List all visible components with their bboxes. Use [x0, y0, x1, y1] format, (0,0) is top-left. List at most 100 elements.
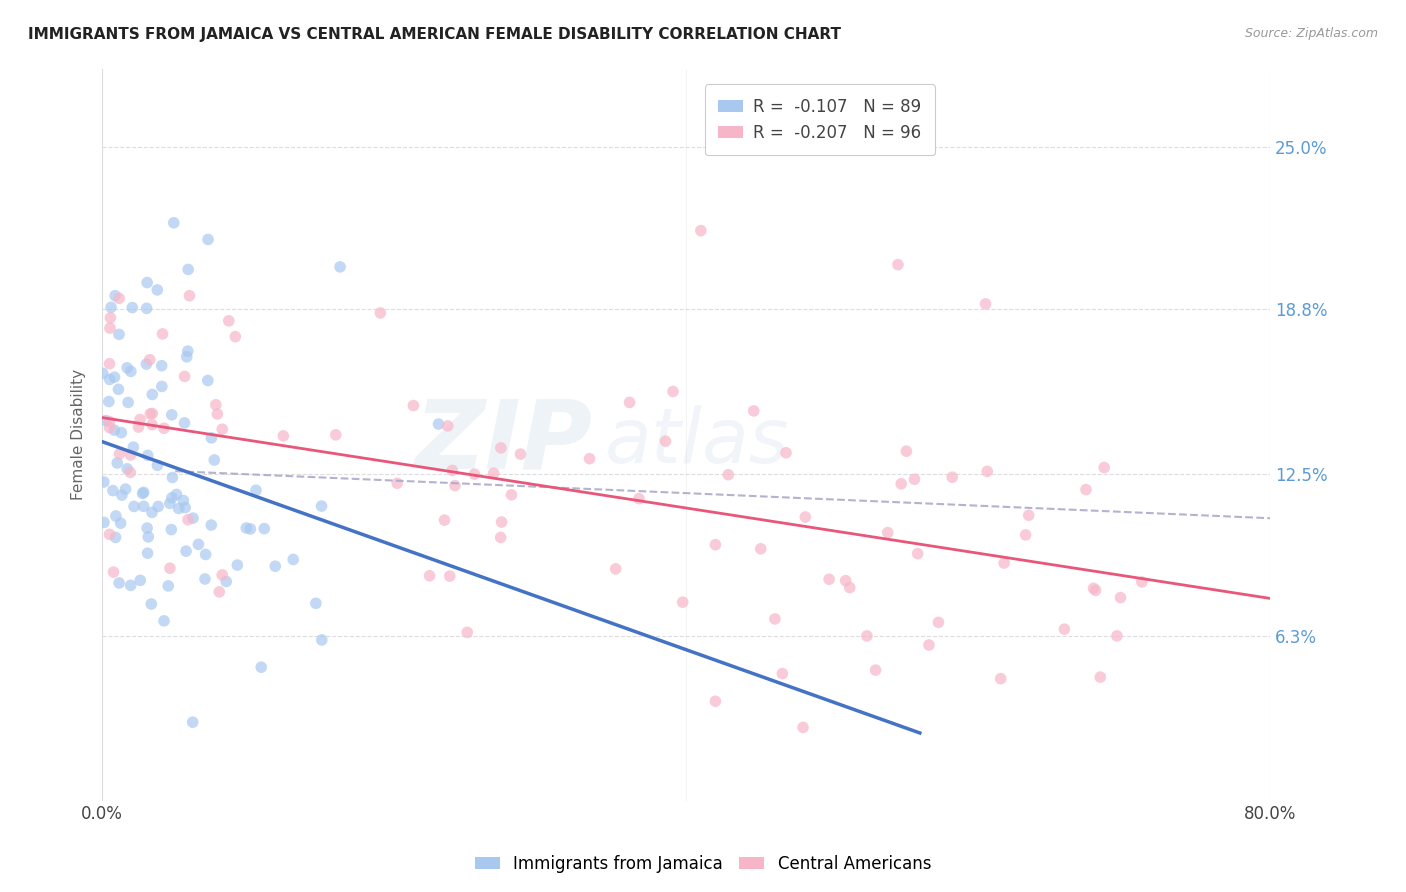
Point — [136, 276, 159, 290]
Point — [993, 556, 1015, 570]
Point — [93, 516, 115, 530]
Point — [135, 301, 157, 316]
Point — [98, 420, 121, 434]
Point — [100, 310, 122, 325]
Point — [173, 416, 195, 430]
Point — [177, 513, 200, 527]
Point — [463, 467, 485, 482]
Point — [121, 301, 143, 315]
Point — [834, 574, 856, 588]
Point — [177, 344, 200, 359]
Point — [141, 387, 163, 401]
Point — [1053, 622, 1076, 636]
Point — [94, 414, 117, 428]
Point — [742, 404, 765, 418]
Point — [132, 500, 155, 514]
Point — [501, 488, 523, 502]
Point — [218, 314, 240, 328]
Point — [114, 482, 136, 496]
Point — [129, 412, 152, 426]
Point — [202, 453, 225, 467]
Point — [1084, 583, 1107, 598]
Point — [273, 429, 295, 443]
Point — [907, 547, 929, 561]
Point — [794, 510, 817, 524]
Point — [136, 449, 159, 463]
Point — [167, 501, 190, 516]
Point — [107, 382, 129, 396]
Point — [1018, 508, 1040, 523]
Point — [235, 521, 257, 535]
Point — [103, 370, 125, 384]
Point — [927, 615, 949, 630]
Point — [775, 446, 797, 460]
Point — [436, 419, 458, 434]
Point — [103, 423, 125, 437]
Point — [792, 720, 814, 734]
Legend: R =  -0.107   N = 89, R =  -0.207   N = 96: R = -0.107 N = 89, R = -0.207 N = 96 — [704, 84, 935, 155]
Point — [120, 364, 142, 378]
Point — [110, 425, 132, 440]
Point — [605, 562, 627, 576]
Point — [311, 499, 333, 513]
Point — [197, 232, 219, 246]
Point — [402, 399, 425, 413]
Point — [207, 407, 229, 421]
Point — [117, 395, 139, 409]
Point — [115, 360, 138, 375]
Point — [159, 561, 181, 575]
Point — [491, 515, 513, 529]
Point — [103, 565, 125, 579]
Point — [672, 595, 695, 609]
Point — [283, 552, 305, 566]
Point — [129, 574, 152, 588]
Point — [305, 596, 328, 610]
Point — [146, 283, 169, 297]
Point — [108, 447, 131, 461]
Point — [239, 522, 262, 536]
Point — [120, 448, 142, 462]
Point — [1109, 591, 1132, 605]
Point — [211, 568, 233, 582]
Point — [890, 476, 912, 491]
Point — [253, 522, 276, 536]
Point — [439, 569, 461, 583]
Point — [876, 525, 898, 540]
Point — [215, 574, 238, 589]
Legend: Immigrants from Jamaica, Central Americans: Immigrants from Jamaica, Central America… — [468, 848, 938, 880]
Point — [91, 367, 114, 381]
Point — [115, 462, 138, 476]
Point — [226, 558, 249, 572]
Text: atlas: atlas — [605, 405, 789, 479]
Point — [150, 359, 173, 373]
Point — [856, 629, 879, 643]
Point — [108, 327, 131, 342]
Point — [120, 578, 142, 592]
Point — [98, 415, 121, 429]
Point — [160, 491, 183, 505]
Point — [990, 672, 1012, 686]
Point — [136, 521, 159, 535]
Point — [98, 527, 121, 541]
Point — [136, 530, 159, 544]
Point — [111, 488, 134, 502]
Point — [153, 421, 176, 435]
Point — [141, 407, 163, 421]
Point — [325, 427, 347, 442]
Point — [187, 537, 209, 551]
Point — [1074, 483, 1097, 497]
Point — [489, 530, 512, 544]
Point — [245, 483, 267, 498]
Point — [211, 422, 233, 436]
Point — [93, 475, 115, 489]
Point — [100, 301, 122, 315]
Point — [101, 483, 124, 498]
Point — [174, 544, 197, 558]
Point — [704, 538, 727, 552]
Point — [104, 530, 127, 544]
Point — [918, 638, 941, 652]
Point — [887, 258, 910, 272]
Point — [1090, 670, 1112, 684]
Point — [509, 447, 531, 461]
Point — [131, 486, 153, 500]
